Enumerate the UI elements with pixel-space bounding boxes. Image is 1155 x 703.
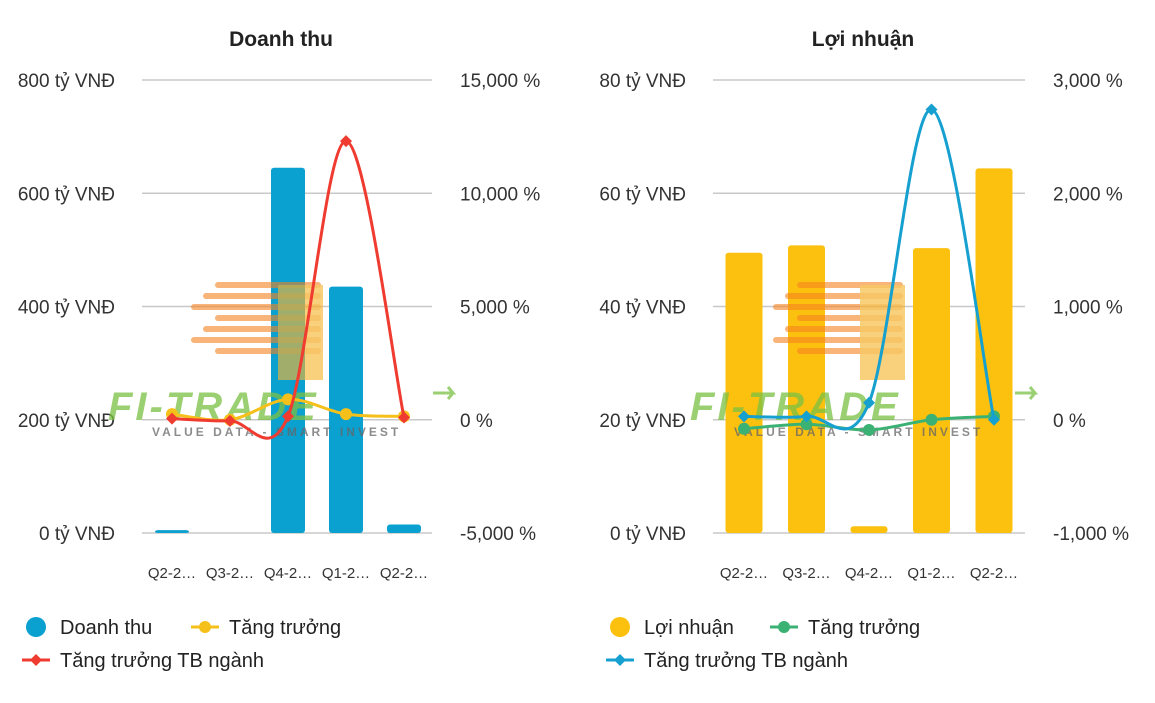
watermark-logo-text: FI-TRADE xyxy=(108,385,319,429)
left-axis-tick-label: 600 tỷ VNĐ xyxy=(18,184,115,205)
left-axis-tick-label: 800 tỷ VNĐ xyxy=(18,71,115,92)
legend-swatch-marker xyxy=(30,654,42,666)
data-point xyxy=(282,410,294,423)
data-point xyxy=(925,103,938,116)
left-axis-tick-label: 60 tỷ VNĐ xyxy=(599,184,686,205)
bar xyxy=(975,168,1013,533)
legend-swatch-marker xyxy=(778,621,790,633)
data-point xyxy=(800,418,813,431)
legend-label: Tăng trưởng xyxy=(808,617,920,639)
data-point xyxy=(166,412,178,425)
data-point xyxy=(800,410,813,423)
watermark-arrow-icon xyxy=(1015,386,1039,400)
profit-chart: Lợi nhuận 0 tỷ VNĐ 20 tỷ VNĐ 40 tỷ VNĐ 60 tỷ… xyxy=(599,28,1129,672)
right-axis-tick-label: -1,000 % xyxy=(1053,524,1129,545)
right-axis-tick-label: 15,000 % xyxy=(460,71,540,92)
category-label: Q2-2… xyxy=(148,565,196,582)
category-label: Q1-2… xyxy=(322,565,370,582)
data-point xyxy=(988,413,1000,426)
watermark-block xyxy=(860,285,905,380)
right-axis-tick-label: 10,000 % xyxy=(460,184,540,205)
legend-item[interactable]: Lợi nhuận xyxy=(610,617,734,639)
category-label: Q4-2… xyxy=(845,565,893,582)
data-point xyxy=(398,411,410,424)
right-axis-tick-label: 0 % xyxy=(460,411,493,432)
legend-swatch-marker xyxy=(199,621,211,633)
left-axis-tick-label: 40 tỷ VNĐ xyxy=(599,298,686,319)
legend-item[interactable]: Tăng trưởng xyxy=(770,617,920,639)
watermark-tagline: VALUE DATA - SMART INVEST xyxy=(152,425,401,439)
data-point xyxy=(925,413,938,426)
left-axis-tick-label: 20 tỷ VNĐ xyxy=(599,411,686,432)
category-label: Q2-2… xyxy=(970,565,1018,582)
legend-label: Tăng trưởng TB ngành xyxy=(60,650,264,672)
watermark-tagline: VALUE DATA - SMART INVEST xyxy=(734,425,983,439)
chart-title: Lợi nhuận xyxy=(812,28,914,51)
chart-title: Doanh thu xyxy=(229,28,333,51)
legend-swatch xyxy=(610,617,630,637)
category-label: Q1-2… xyxy=(907,565,955,582)
category-label: Q2-2… xyxy=(380,565,428,582)
watermark-logo-text: FI-TRADE xyxy=(690,385,901,429)
right-axis-tick-label: -5,000 % xyxy=(460,524,536,545)
left-axis-tick-label: 0 tỷ VNĐ xyxy=(610,524,686,545)
legend-label: Doanh thu xyxy=(60,617,152,639)
legend-label: Tăng trưởng xyxy=(229,617,341,639)
data-point xyxy=(738,410,750,423)
right-axis-tick-label: 2,000 % xyxy=(1053,184,1123,205)
revenue-chart: Doanh thu 0 tỷ VNĐ 200 tỷ VNĐ 400 tỷ VNĐ 600… xyxy=(18,28,541,672)
data-point xyxy=(340,408,352,421)
series-line xyxy=(743,107,996,431)
legend-swatch xyxy=(26,617,46,637)
data-point xyxy=(863,423,875,436)
bar xyxy=(387,524,421,533)
right-axis-tick-label: 0 % xyxy=(1053,411,1086,432)
left-axis-tick-label: 0 tỷ VNĐ xyxy=(39,524,115,545)
bar xyxy=(850,526,888,533)
bar xyxy=(913,248,950,533)
legend-item[interactable]: Tăng trưởng TB ngành xyxy=(606,650,848,672)
left-axis-tick-label: 200 tỷ VNĐ xyxy=(18,411,115,432)
data-point xyxy=(863,396,875,409)
legend-label: Lợi nhuận xyxy=(644,617,734,639)
legend-item[interactable]: Tăng trưởng xyxy=(191,617,341,639)
category-label: Q4-2… xyxy=(264,565,312,582)
right-axis-tick-label: 5,000 % xyxy=(460,298,530,319)
legend-label: Tăng trưởng TB ngành xyxy=(644,650,848,672)
right-axis-tick-label: 3,000 % xyxy=(1053,71,1123,92)
bar xyxy=(155,530,189,533)
legend-item[interactable]: Doanh thu xyxy=(26,617,152,639)
data-point xyxy=(738,422,750,435)
data-point xyxy=(224,414,236,427)
right-axis-tick-label: 1,000 % xyxy=(1053,298,1123,319)
watermark-arrow-icon xyxy=(433,386,457,400)
category-label: Q3-2… xyxy=(206,565,254,582)
left-axis-tick-label: 80 tỷ VNĐ xyxy=(599,71,686,92)
category-label: Q3-2… xyxy=(782,565,830,582)
legend-swatch-marker xyxy=(614,654,626,666)
bar xyxy=(725,252,763,534)
data-point xyxy=(340,135,352,148)
legend-item[interactable]: Tăng trưởng TB ngành xyxy=(22,650,264,672)
category-label: Q2-2… xyxy=(720,565,768,582)
left-axis-tick-label: 400 tỷ VNĐ xyxy=(18,298,115,319)
